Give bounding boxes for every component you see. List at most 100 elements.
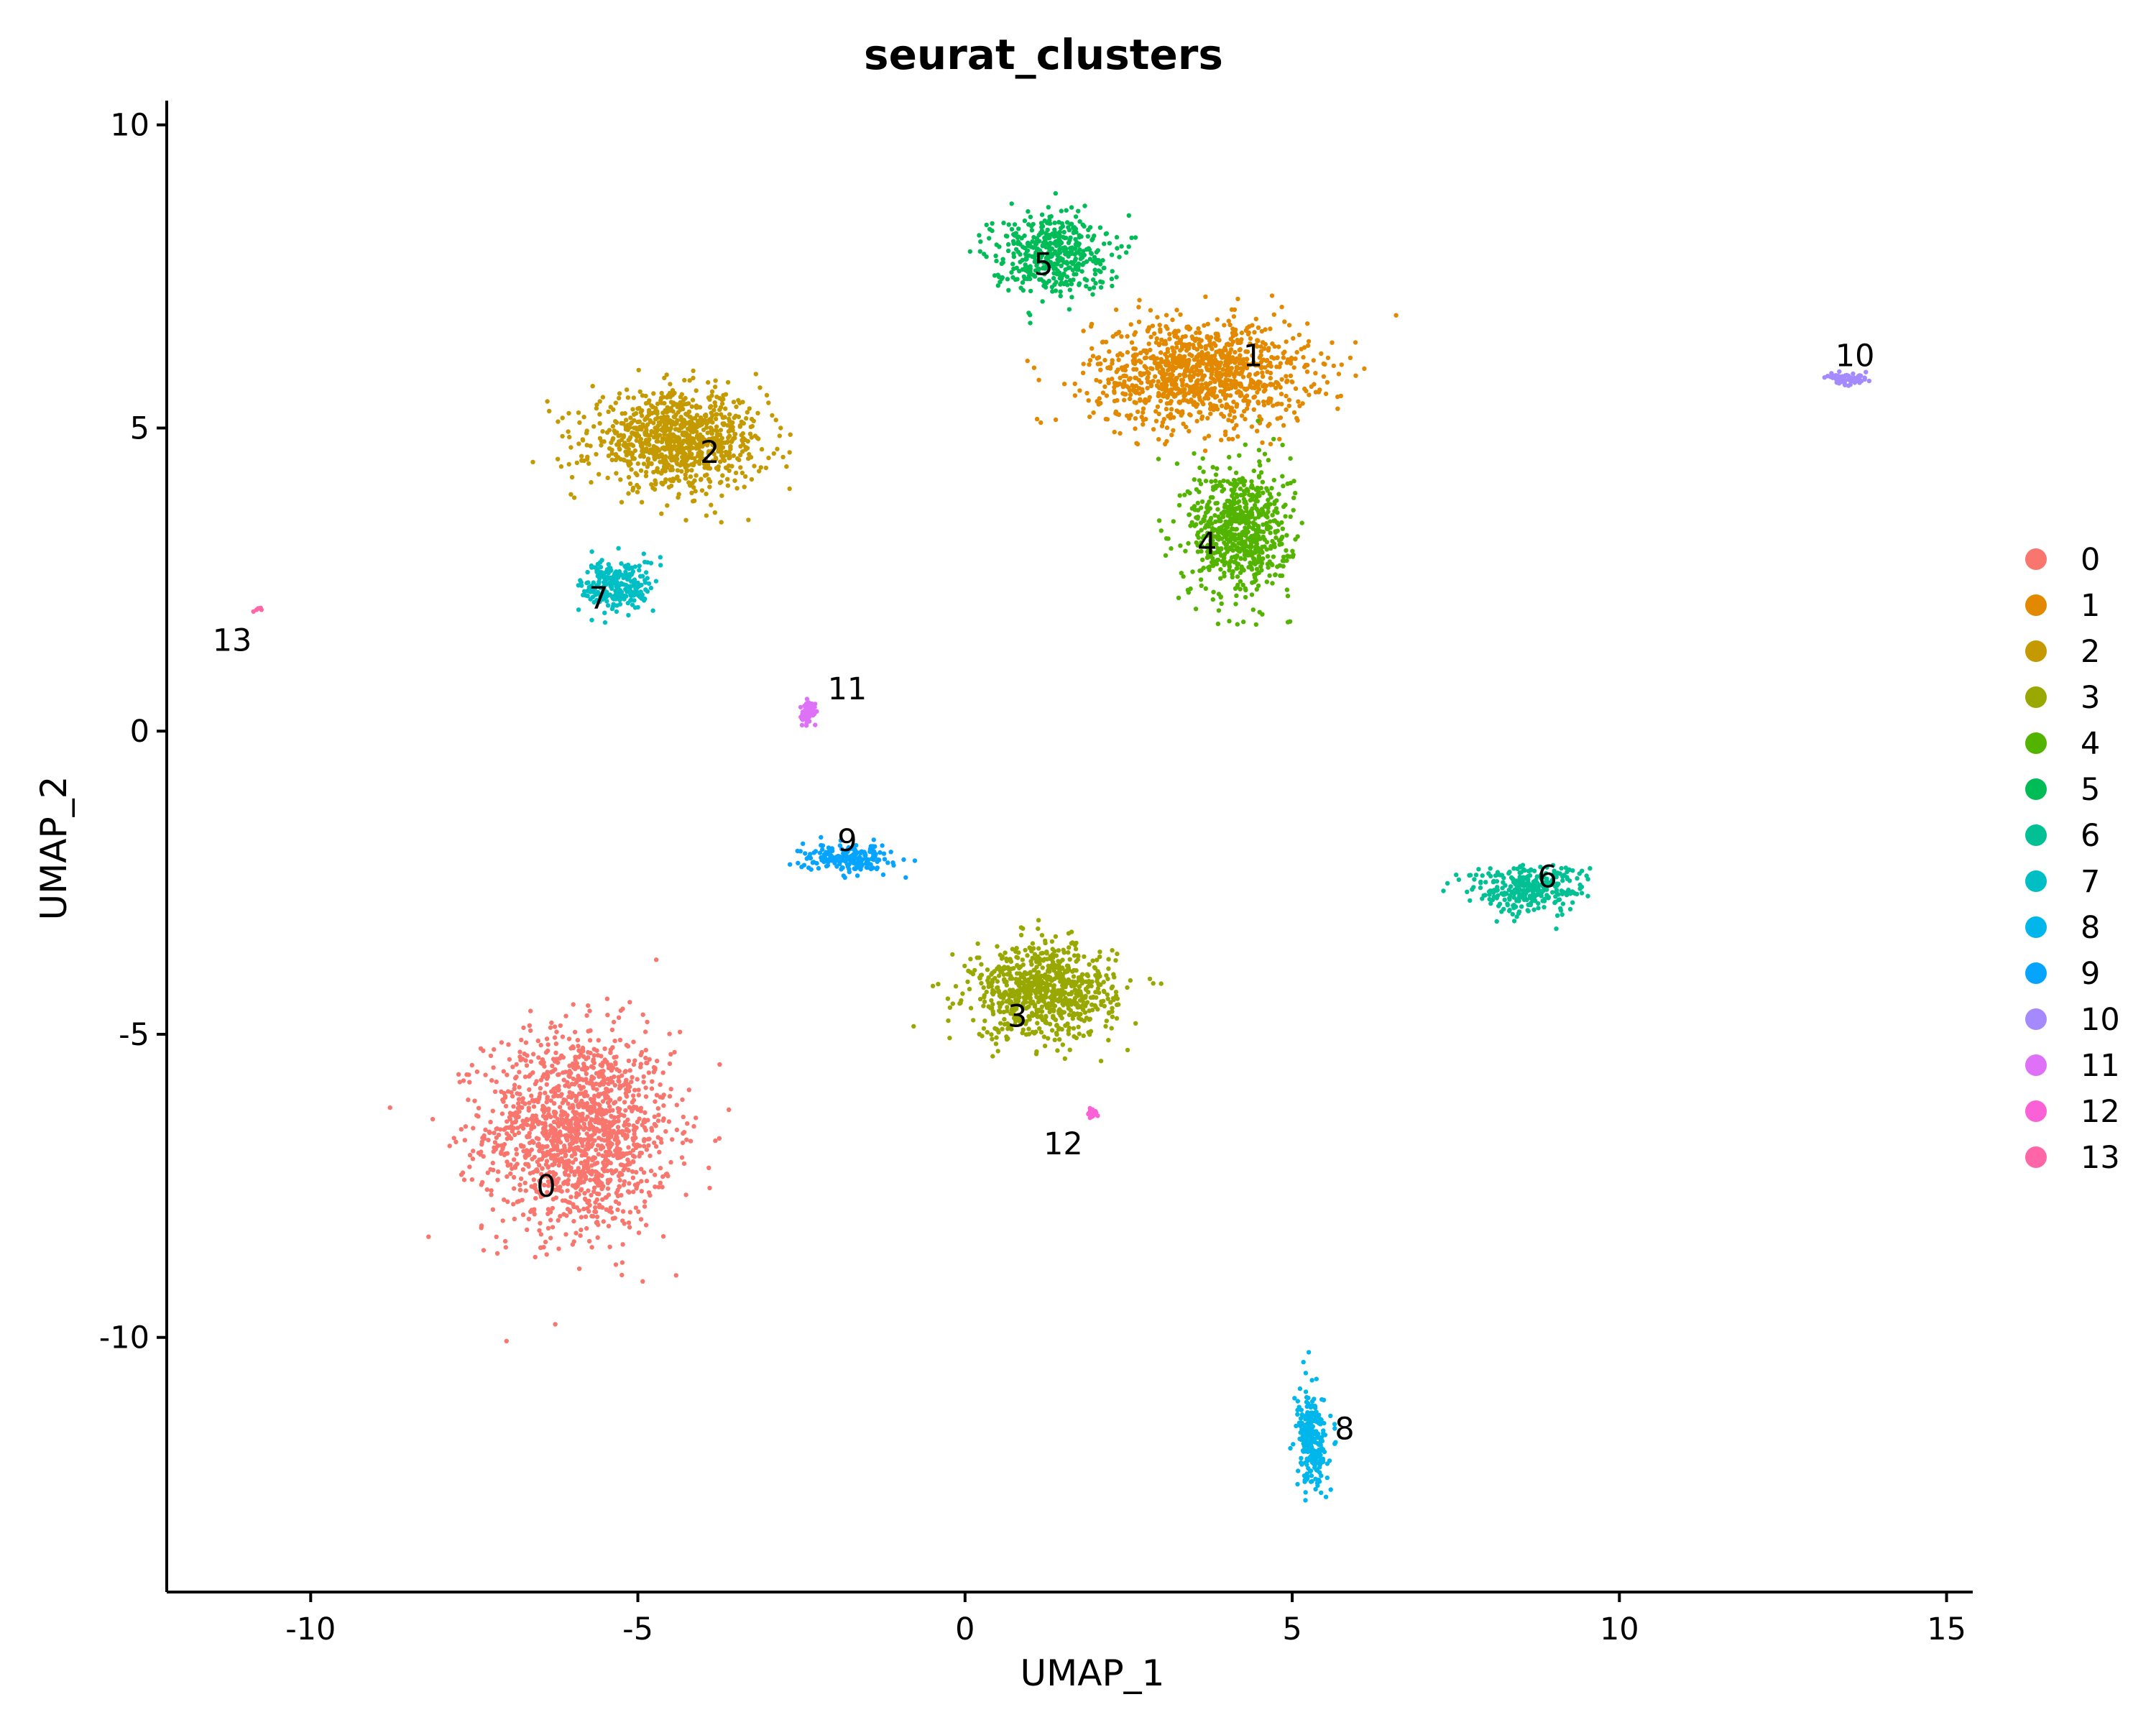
data-point [1220, 403, 1225, 408]
data-point [1165, 393, 1171, 398]
data-point [625, 1044, 631, 1049]
data-point [551, 1146, 556, 1152]
data-point [619, 500, 625, 505]
data-point [662, 432, 667, 437]
data-point [1102, 357, 1107, 363]
data-point [1172, 392, 1177, 398]
data-point [630, 1075, 635, 1080]
data-point [1132, 360, 1137, 365]
data-point [581, 1179, 586, 1184]
data-point [638, 453, 643, 459]
data-point [1115, 382, 1120, 387]
data-point [543, 1239, 548, 1245]
data-point [636, 1230, 642, 1236]
data-point [729, 423, 734, 428]
data-point [713, 416, 719, 421]
data-point [1147, 395, 1152, 400]
data-point [1266, 423, 1271, 428]
data-point [525, 1118, 530, 1123]
data-point [995, 966, 1000, 971]
data-point [1156, 390, 1161, 396]
data-point [1198, 482, 1204, 487]
data-point [611, 1019, 617, 1025]
data-point [558, 1105, 563, 1110]
data-point [977, 975, 982, 981]
data-point [1233, 332, 1238, 337]
data-point [1151, 981, 1156, 986]
data-point [1137, 298, 1142, 303]
data-point [565, 1138, 570, 1143]
data-point [1301, 354, 1306, 360]
data-point [1066, 950, 1071, 955]
data-point [525, 1227, 530, 1233]
data-point [617, 1079, 622, 1084]
data-point [1235, 296, 1240, 302]
data-point [585, 454, 590, 459]
data-point [629, 1080, 634, 1085]
data-point [579, 1098, 584, 1104]
data-point [1122, 382, 1127, 387]
data-point [553, 1159, 558, 1164]
data-point [1231, 382, 1237, 387]
data-point [1093, 990, 1098, 995]
data-point [982, 999, 987, 1004]
data-point [501, 1069, 506, 1074]
data-point [687, 414, 692, 419]
data-point [1034, 959, 1039, 964]
data-point [1056, 948, 1061, 953]
data-point [685, 1121, 690, 1126]
data-point [1209, 479, 1214, 484]
data-point [1192, 393, 1197, 398]
data-point [1197, 330, 1202, 336]
data-point [1146, 341, 1151, 346]
data-point [1036, 946, 1041, 951]
data-point [1217, 398, 1222, 403]
data-point [642, 1199, 648, 1205]
data-point [579, 1228, 584, 1233]
data-point [1210, 597, 1216, 602]
data-point [1243, 499, 1248, 505]
data-point [1264, 579, 1270, 584]
data-point [680, 1097, 685, 1103]
data-point [1182, 393, 1188, 398]
data-point [1239, 413, 1245, 418]
data-point [990, 1036, 995, 1041]
data-point [566, 429, 571, 434]
data-point [520, 1118, 525, 1123]
data-point [1025, 358, 1030, 364]
data-point [600, 1060, 605, 1065]
data-point [1281, 423, 1286, 428]
data-point [1069, 983, 1074, 989]
data-point [639, 500, 645, 505]
data-point [1221, 511, 1226, 516]
data-point [584, 1071, 589, 1077]
data-point [1095, 362, 1101, 367]
data-point [1097, 379, 1102, 385]
data-point [603, 1127, 608, 1132]
data-point [635, 1142, 640, 1147]
data-point [756, 436, 761, 441]
data-point [573, 1115, 578, 1121]
data-point [605, 475, 610, 481]
data-point [1241, 489, 1247, 494]
data-point [626, 1145, 631, 1150]
data-point [514, 1151, 520, 1156]
data-point [1053, 934, 1059, 939]
data-point [690, 436, 695, 442]
data-point [1237, 477, 1242, 482]
data-point [1154, 336, 1160, 341]
data-point [749, 477, 755, 482]
data-point [1205, 321, 1211, 326]
data-point [626, 1167, 631, 1173]
data-point [1048, 954, 1053, 959]
data-point [653, 1123, 658, 1128]
data-point [1252, 394, 1258, 400]
data-point [1141, 410, 1146, 415]
data-point [1279, 520, 1284, 525]
data-point [1142, 364, 1147, 369]
data-point [630, 1148, 636, 1153]
data-point [1233, 538, 1238, 543]
data-point [1158, 398, 1164, 404]
data-point [701, 427, 706, 433]
data-point [1038, 1013, 1044, 1018]
